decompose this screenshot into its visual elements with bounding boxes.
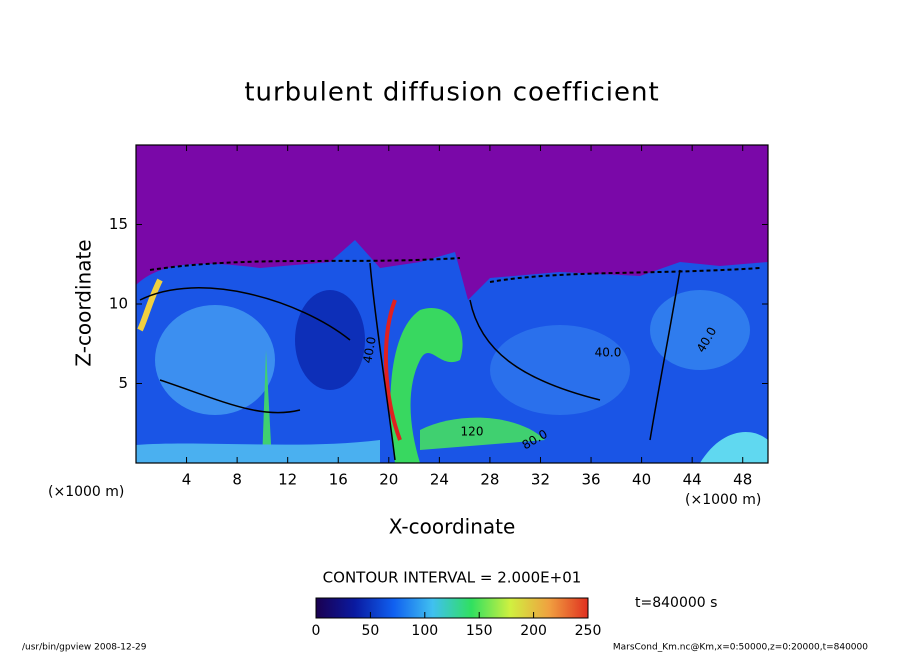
x-tick-label: 12 — [278, 471, 297, 489]
field — [136, 145, 768, 463]
y-axis-label: Z-coordinate — [72, 239, 96, 366]
y-tick-label: 15 — [109, 215, 128, 233]
contour-label: 120 — [461, 425, 484, 439]
y-tick-label: 5 — [118, 374, 128, 392]
x-tick-label: 36 — [581, 471, 600, 489]
footer-right: MarsCond_Km.nc@Km,x=0:50000,z=0:20000,t=… — [613, 643, 868, 653]
x-tick-label: 24 — [430, 471, 449, 489]
x-tick-label: 16 — [329, 471, 348, 489]
colorbar — [315, 597, 589, 619]
colorbar-tick-label: 200 — [520, 623, 547, 639]
contour-label: 40.0 — [595, 346, 622, 360]
x-unit-label: (×1000 m) — [685, 492, 761, 508]
x-unit-label: (×1000 m) — [48, 484, 124, 500]
colorbar-tick-label: 150 — [466, 623, 493, 639]
x-tick-label: 28 — [480, 471, 499, 489]
x-tick-label: 44 — [683, 471, 702, 489]
x-tick-label: 8 — [232, 471, 242, 489]
x-tick-label: 32 — [531, 471, 550, 489]
time-label: t=840000 s — [635, 595, 717, 611]
footer-left: /usr/bin/gpview 2008-12-29 — [22, 643, 147, 653]
y-tick-label: 10 — [109, 295, 128, 313]
colorbar-tick-label: 250 — [575, 623, 602, 639]
contour-interval: CONTOUR INTERVAL = 2.000E+01 — [323, 569, 582, 587]
x-tick-label: 4 — [182, 471, 192, 489]
contour-label: 40.0 — [360, 336, 378, 365]
x-tick-label: 48 — [733, 471, 752, 489]
colorbar-tick-label: 0 — [312, 623, 321, 639]
x-tick-label: 40 — [632, 471, 651, 489]
x-tick-label: 20 — [379, 471, 398, 489]
colorbar-tick-label: 50 — [361, 623, 379, 639]
x-axis-label: X-coordinate — [389, 515, 516, 539]
colorbar-tick-label: 100 — [411, 623, 438, 639]
chart-title: turbulent diffusion coefficient — [244, 78, 659, 108]
